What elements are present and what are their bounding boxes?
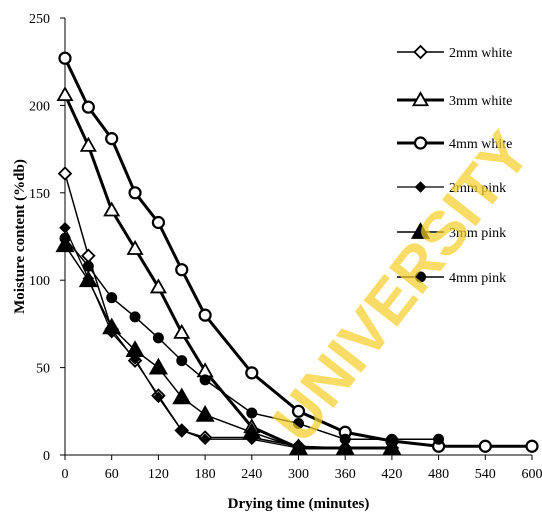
data-point [106,292,118,304]
x-tick-label: 360 [335,467,356,482]
y-tick-label: 100 [29,274,50,289]
data-point [82,260,94,272]
legend-label: 2mm pink [449,181,506,196]
data-point [148,357,168,375]
data-point [199,433,211,446]
data-point [59,232,71,244]
legend-marker [414,181,427,193]
data-point [81,248,96,264]
data-point [382,438,402,455]
series-4mm-pink [59,232,445,445]
x-tick-label: 0 [62,467,69,482]
data-point [152,332,164,344]
legend-item: 3mm pink [397,222,506,241]
data-point [386,433,398,445]
y-axis-title: Moisture content (%db) [12,159,28,314]
legend-marker [411,91,430,107]
data-point [78,270,98,288]
data-point [59,221,71,234]
data-point [128,186,142,200]
data-point [339,433,351,445]
y-tick-label: 0 [43,449,50,464]
x-tick-label: 240 [241,467,262,482]
legend-item: 2mm white [397,44,512,61]
data-point [478,439,492,453]
data-point [149,278,167,294]
data-point [195,404,215,422]
data-point [176,355,188,367]
data-point [55,235,75,253]
x-axis-title: Drying time (minutes) [228,496,370,512]
legend-label: 4mm white [449,137,512,152]
y-tick-label: 150 [29,187,50,202]
data-point [175,263,189,277]
data-point [129,311,141,323]
legend-marker [410,222,431,239]
series-line [63,57,532,448]
data-point [291,404,306,418]
x-tick-label: 60 [105,467,119,482]
x-tick-label: 120 [148,467,169,482]
series-4mm-white [58,51,539,453]
legend: 2mm white 3mm white 4mm white 2mm pink 3mm p… [397,44,512,286]
x-tick-label: 180 [195,467,216,482]
y-tick-label: 50 [36,362,50,377]
data-point [152,391,165,404]
data-point [198,308,212,322]
tick-labels: 0 60 120 180 240 300 360 420 480 540 600 0 50 100 150 2… [29,12,542,482]
data-point [57,166,73,181]
data-point [105,132,119,146]
y-tick-label: 250 [29,12,50,27]
plot-area [55,51,539,456]
data-point [199,374,211,386]
data-point [242,422,262,440]
x-tick-label: 300 [288,467,309,482]
series-line [64,237,439,441]
legend-item: 3mm white [397,91,512,109]
x-tick-label: 540 [475,467,496,482]
data-point [126,239,144,255]
data-point [102,317,122,335]
data-point [125,340,145,358]
legend-item: 4mm white [397,136,512,152]
data-point [335,438,355,455]
legend-item: 2mm pink [397,181,506,196]
data-point [525,439,539,453]
data-point [175,424,188,437]
data-point [81,100,95,114]
data-point [56,86,74,102]
y-tick-label: 200 [29,99,50,114]
data-point [293,418,304,430]
legend-label: 3mm white [449,94,512,109]
legend-item: 4mm pink [397,271,506,286]
data-point [173,323,191,339]
data-point [172,387,192,405]
legend-label: 2mm white [449,46,512,61]
x-tick-label: 480 [428,467,449,482]
data-point [79,136,97,152]
series-3mm-pink [55,235,402,455]
x-tick-label: 420 [381,467,402,482]
legend-marker [415,271,426,283]
data-point [433,433,445,445]
watermark-text: UNIVERSITY [260,120,542,456]
data-point [288,438,309,455]
data-point [103,201,121,217]
legend-label: 4mm pink [449,271,506,286]
x-tick-label: 600 [522,467,542,482]
data-point [58,51,72,65]
data-point [151,215,165,230]
legend-label: 3mm pink [449,226,506,241]
data-point [245,366,259,380]
legend-marker [413,44,428,60]
data-point [246,407,258,419]
legend-marker [413,136,428,150]
